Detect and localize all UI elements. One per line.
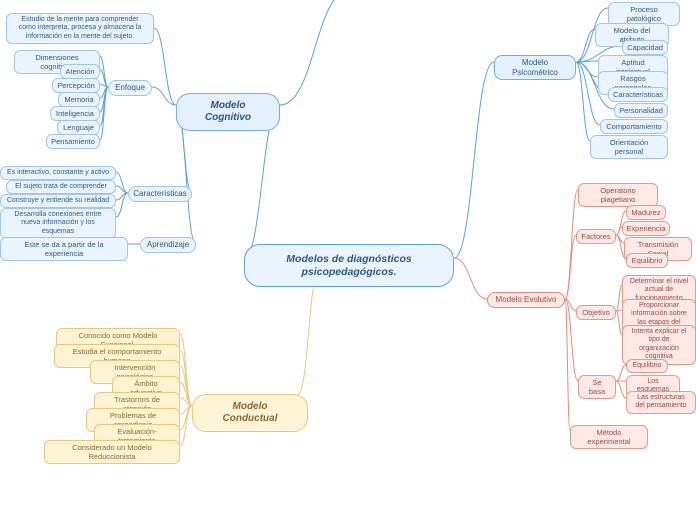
leaf small: Desarrolla conexiones entre nueva inform… <box>0 208 116 239</box>
main: Modelo Cognitivo <box>176 93 280 131</box>
leaf: Pensamiento <box>46 134 100 149</box>
main: Modelo Conductual <box>192 394 308 432</box>
sub: Modelo Evolutivo <box>487 292 565 308</box>
leaf: Madurez <box>626 205 666 220</box>
leaf: Características <box>608 87 668 102</box>
leaf small: Es interactivo, constante y activo <box>0 166 116 180</box>
sub: Enfoque <box>108 80 152 96</box>
leaf: Factores <box>576 229 616 244</box>
sub: Aprendizaje <box>140 237 196 253</box>
leaf: Capacidad <box>622 40 668 55</box>
leaf: Operatorio piagetiano <box>578 183 658 207</box>
leaf small: Las estructuras del pensamiento <box>626 391 696 414</box>
leaf: Método experimental <box>570 425 648 449</box>
leaf: Orientación personal <box>590 135 668 159</box>
leaf: Considerado un Modelo Reduccionista <box>44 440 180 464</box>
leaf small: Equilibrio <box>626 359 668 373</box>
sub: Características <box>128 186 192 202</box>
leaf: Inteligencia <box>50 106 100 121</box>
leaf: Comportamiento <box>600 119 668 134</box>
leaf: Este se da a partir de la experiencia <box>0 237 128 261</box>
leaf: Se basa <box>578 375 616 399</box>
sub: Modelo Psicométrico <box>494 55 576 80</box>
leaf small: Construye y entiende su realidad <box>0 194 116 208</box>
leaf: Lenguaje <box>57 120 100 135</box>
root: Modelos de diagnósticos psicopedagógicos… <box>244 244 454 287</box>
leaf: Experiencia <box>622 221 670 236</box>
leaf: Atención <box>60 64 100 79</box>
leaf: Memoria <box>58 92 100 107</box>
leaf: Equilibrio <box>626 253 668 268</box>
leaf: Personalidad <box>614 103 668 118</box>
leaf small: Estudio de la mente para comprender como… <box>6 13 154 44</box>
leaf: Objetivo <box>576 305 616 320</box>
leaf small: El sujeto trata de comprender <box>6 180 116 194</box>
leaf: Percepción <box>52 78 100 93</box>
